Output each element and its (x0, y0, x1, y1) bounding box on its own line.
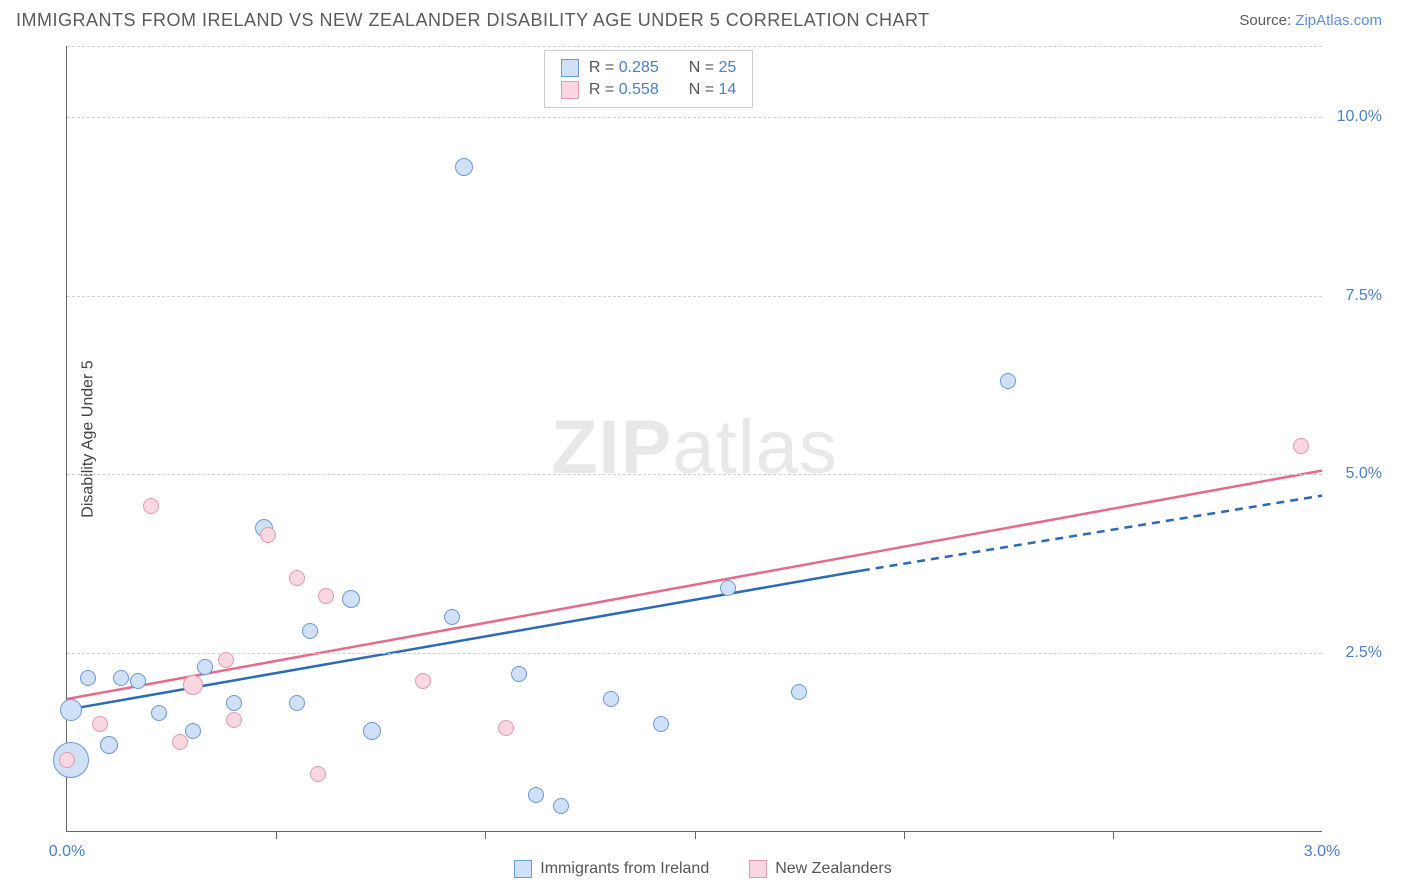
gridline (67, 296, 1322, 297)
scatter-point (113, 670, 129, 686)
scatter-point (172, 734, 188, 750)
bottom-legend: Immigrants from Ireland New Zealanders (0, 860, 1406, 878)
trend-line (862, 496, 1322, 571)
ytick-label: 5.0% (1346, 465, 1382, 483)
scatter-point (528, 787, 544, 803)
legend-label-blue: Immigrants from Ireland (540, 860, 709, 878)
legend-swatch-blue-icon (514, 860, 532, 878)
scatter-point (720, 580, 736, 596)
legend-item-pink: New Zealanders (749, 860, 892, 878)
scatter-point (415, 673, 431, 689)
scatter-point (455, 158, 473, 176)
scatter-point (444, 609, 460, 625)
trend-line (67, 471, 1322, 699)
gridline (67, 653, 1322, 654)
scatter-point (289, 570, 305, 586)
scatter-point (185, 723, 201, 739)
scatter-point (1293, 438, 1309, 454)
scatter-point (92, 716, 108, 732)
source-attribution: Source: ZipAtlas.com (1239, 12, 1382, 29)
scatter-point (226, 712, 242, 728)
scatter-point (60, 699, 82, 721)
gridline (67, 117, 1322, 118)
scatter-point (183, 675, 203, 695)
scatter-point (260, 527, 276, 543)
scatter-point (363, 722, 381, 740)
xtick-label: 0.0% (49, 843, 85, 861)
xtick (276, 831, 277, 839)
chart-title: IMMIGRANTS FROM IRELAND VS NEW ZEALANDER… (16, 10, 930, 31)
scatter-point (791, 684, 807, 700)
scatter-point (143, 498, 159, 514)
xtick (485, 831, 486, 839)
scatter-point (653, 716, 669, 732)
scatter-point (302, 623, 318, 639)
scatter-point (80, 670, 96, 686)
scatter-point (553, 798, 569, 814)
source-prefix: Source: (1239, 12, 1295, 29)
trend-lines (67, 46, 1322, 831)
scatter-point (318, 588, 334, 604)
scatter-point (498, 720, 514, 736)
scatter-point (151, 705, 167, 721)
scatter-point (226, 695, 242, 711)
ytick-label: 2.5% (1346, 644, 1382, 662)
gridline (67, 474, 1322, 475)
scatter-point (289, 695, 305, 711)
scatter-point (197, 659, 213, 675)
plot-area: ZIPatlas R = 0.285 N = 25 R = 0.558 N = … (66, 46, 1322, 832)
scatter-point (511, 666, 527, 682)
legend-item-blue: Immigrants from Ireland (514, 860, 709, 878)
legend-label-pink: New Zealanders (775, 860, 892, 878)
header: IMMIGRANTS FROM IRELAND VS NEW ZEALANDER… (0, 0, 1406, 37)
scatter-point (1000, 373, 1016, 389)
scatter-point (59, 752, 75, 768)
xtick (904, 831, 905, 839)
xtick (695, 831, 696, 839)
scatter-point (342, 590, 360, 608)
ytick-label: 7.5% (1346, 287, 1382, 305)
scatter-point (218, 652, 234, 668)
scatter-point (310, 766, 326, 782)
xtick (1113, 831, 1114, 839)
scatter-point (603, 691, 619, 707)
xtick-label: 3.0% (1304, 843, 1340, 861)
ytick-label: 10.0% (1337, 108, 1382, 126)
source-link[interactable]: ZipAtlas.com (1295, 12, 1382, 29)
scatter-point (100, 736, 118, 754)
gridline (67, 46, 1322, 47)
legend-swatch-pink-icon (749, 860, 767, 878)
scatter-point (130, 673, 146, 689)
plot-wrapper: Disability Age Under 5 ZIPatlas R = 0.28… (46, 46, 1388, 832)
